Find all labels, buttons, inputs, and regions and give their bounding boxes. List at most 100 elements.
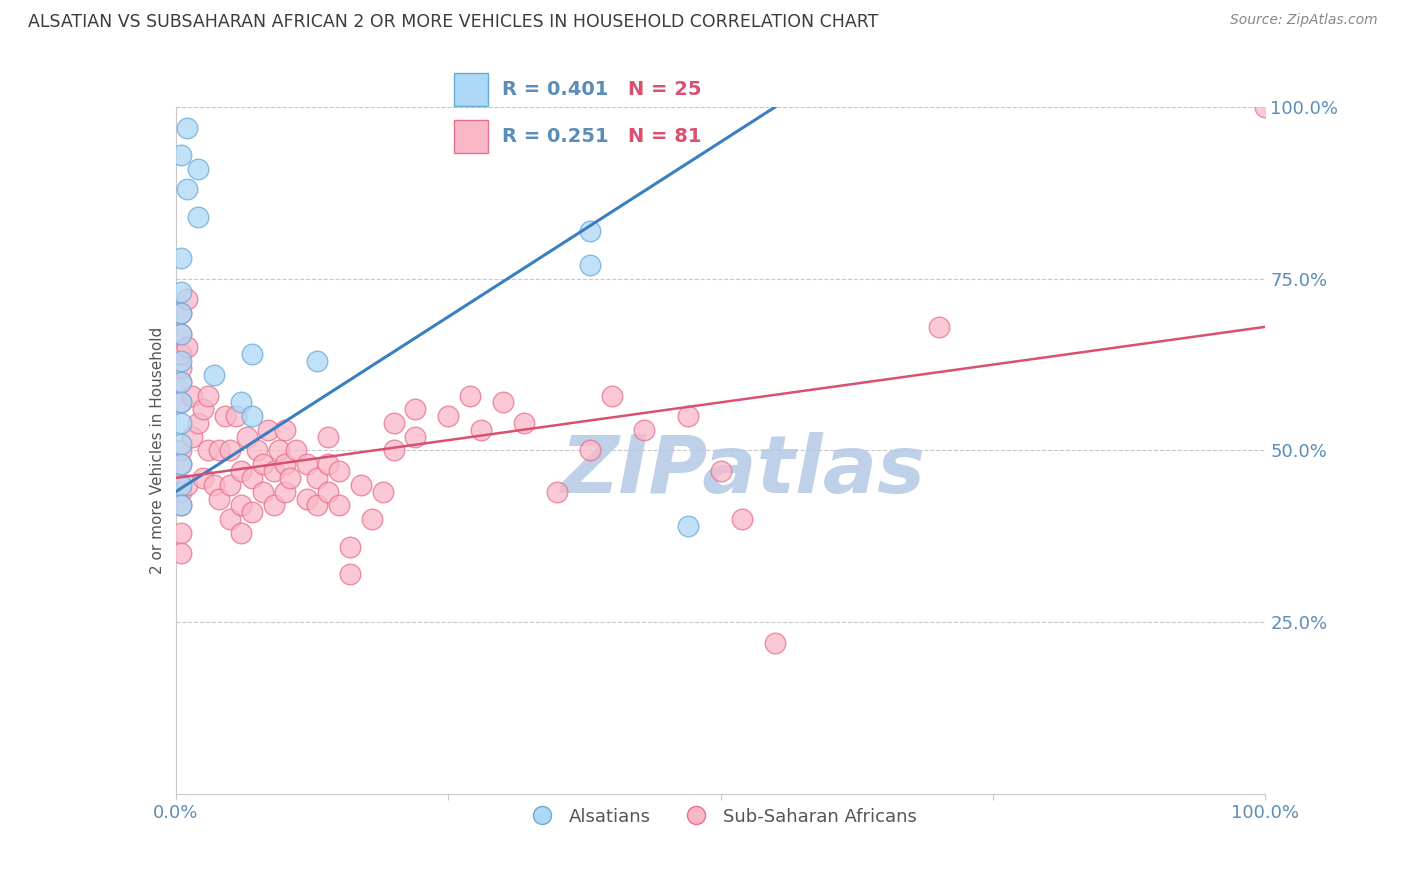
Text: R = 0.401: R = 0.401 xyxy=(502,79,609,99)
Point xyxy=(231,499,253,513)
Point xyxy=(170,525,193,540)
Point xyxy=(274,457,297,471)
Point xyxy=(295,457,318,471)
Point xyxy=(170,395,193,409)
Point xyxy=(437,409,460,423)
Point xyxy=(170,306,193,320)
Point xyxy=(600,388,623,402)
Text: ZIPatlas: ZIPatlas xyxy=(560,432,925,510)
Point xyxy=(263,464,285,478)
Point xyxy=(170,326,193,341)
Point xyxy=(284,443,307,458)
Point xyxy=(176,182,198,196)
Text: N = 25: N = 25 xyxy=(628,79,702,99)
Point xyxy=(202,478,225,492)
Point xyxy=(202,368,225,382)
Point xyxy=(318,457,340,471)
Text: N = 81: N = 81 xyxy=(628,127,702,145)
Point xyxy=(181,430,204,444)
Point xyxy=(928,319,950,334)
Point xyxy=(371,484,394,499)
Point xyxy=(176,120,198,135)
Point xyxy=(197,443,219,458)
Point xyxy=(579,224,602,238)
Point xyxy=(246,443,269,458)
Point xyxy=(307,499,329,513)
Point xyxy=(339,540,361,554)
Point xyxy=(350,478,373,492)
Point xyxy=(470,423,492,437)
Point xyxy=(170,395,193,409)
Text: Source: ZipAtlas.com: Source: ZipAtlas.com xyxy=(1230,13,1378,28)
Point xyxy=(240,347,263,361)
Point xyxy=(170,306,193,320)
Point xyxy=(170,484,193,499)
Point xyxy=(170,499,193,513)
Point xyxy=(208,443,231,458)
Point xyxy=(546,484,568,499)
Point xyxy=(318,430,340,444)
Point xyxy=(710,464,733,478)
Point xyxy=(186,416,209,430)
Point xyxy=(231,525,253,540)
Point xyxy=(339,567,361,582)
Point xyxy=(458,388,481,402)
Point xyxy=(181,388,204,402)
Point xyxy=(191,402,214,417)
Point xyxy=(763,636,786,650)
Point xyxy=(197,388,219,402)
Point xyxy=(170,375,193,389)
Point xyxy=(219,443,242,458)
Point xyxy=(257,423,280,437)
Point xyxy=(170,443,193,458)
Point xyxy=(328,464,350,478)
Point xyxy=(295,491,318,506)
Point xyxy=(252,484,274,499)
Point xyxy=(328,499,350,513)
Point xyxy=(170,546,193,561)
Point xyxy=(208,491,231,506)
Point xyxy=(1254,100,1277,114)
Point xyxy=(633,423,655,437)
Point xyxy=(274,423,297,437)
Point xyxy=(186,161,209,176)
Point xyxy=(240,409,263,423)
Point xyxy=(170,478,193,492)
Point xyxy=(231,395,253,409)
Point xyxy=(318,484,340,499)
Point xyxy=(219,512,242,526)
Point xyxy=(579,443,602,458)
Point xyxy=(307,471,329,485)
Point xyxy=(214,409,236,423)
Point xyxy=(191,471,214,485)
Point xyxy=(360,512,382,526)
Point xyxy=(225,409,247,423)
Point xyxy=(170,251,193,265)
Point xyxy=(170,416,193,430)
Point xyxy=(170,457,193,471)
Point xyxy=(170,148,193,162)
Point xyxy=(176,478,198,492)
Point xyxy=(307,354,329,368)
Point xyxy=(176,340,198,354)
Point xyxy=(170,375,193,389)
Point xyxy=(219,478,242,492)
Text: R = 0.251: R = 0.251 xyxy=(502,127,609,145)
FancyBboxPatch shape xyxy=(454,120,488,153)
Point xyxy=(170,354,193,368)
Point xyxy=(170,347,193,361)
Point xyxy=(170,436,193,450)
Point xyxy=(170,457,193,471)
Point xyxy=(170,326,193,341)
FancyBboxPatch shape xyxy=(454,73,488,105)
Text: ALSATIAN VS SUBSAHARAN AFRICAN 2 OR MORE VEHICLES IN HOUSEHOLD CORRELATION CHART: ALSATIAN VS SUBSAHARAN AFRICAN 2 OR MORE… xyxy=(28,13,879,31)
Point xyxy=(231,464,253,478)
Point xyxy=(235,430,257,444)
Point xyxy=(382,443,405,458)
Point xyxy=(731,512,754,526)
Point xyxy=(240,505,263,519)
Point xyxy=(252,457,274,471)
Point xyxy=(186,210,209,224)
Point xyxy=(382,416,405,430)
Point xyxy=(676,409,699,423)
